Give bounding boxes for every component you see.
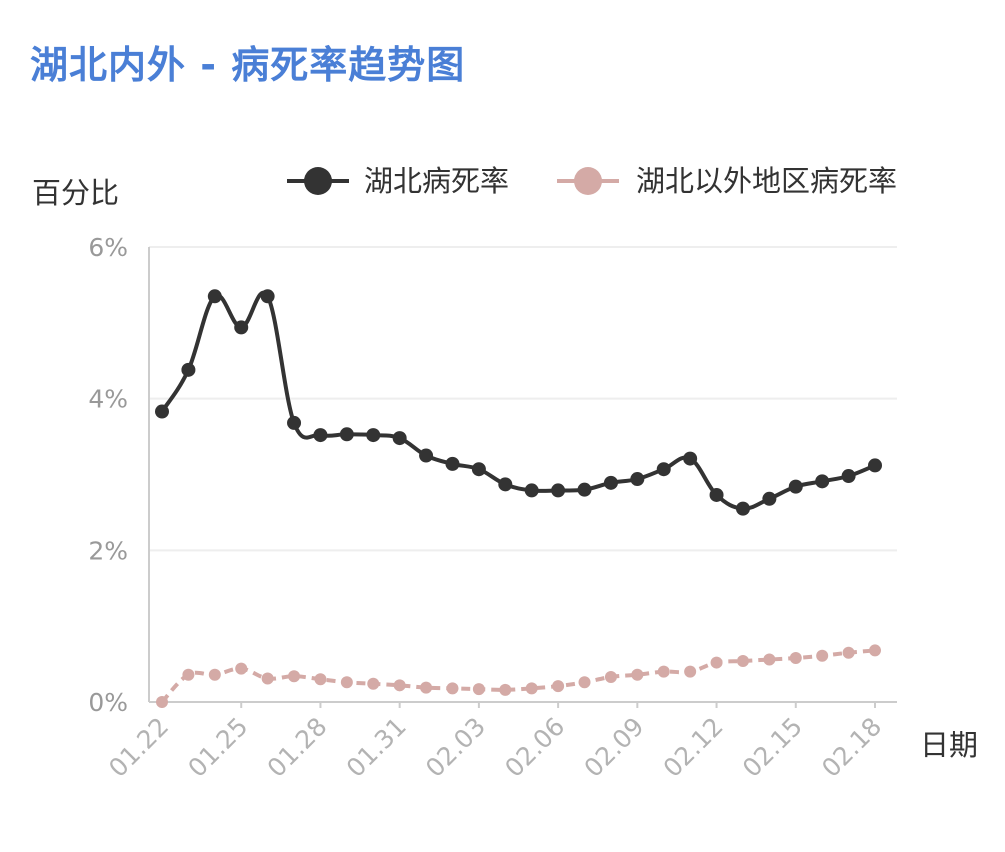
data-point-outside-hubei <box>208 668 221 681</box>
data-point-hubei <box>445 456 460 471</box>
x-tick-label: 02.18 <box>816 712 887 783</box>
series-line-hubei <box>160 290 876 511</box>
data-point-hubei <box>181 362 196 377</box>
legend-label-hubei: 湖北病死率 <box>364 164 509 198</box>
data-point-hubei <box>868 458 882 473</box>
data-point-outside-hubei <box>842 646 855 659</box>
x-tick-label: 01.31 <box>341 712 412 783</box>
data-point-hubei <box>419 448 434 463</box>
x-tick-label: 01.28 <box>262 712 333 783</box>
data-point-outside-hubei <box>684 665 697 678</box>
data-point-outside-hubei <box>156 696 168 708</box>
y-axis-unit-label: 百分比 <box>32 176 120 210</box>
legend-swatch-marker-outside-hubei <box>574 167 602 195</box>
y-tick-label: 6% <box>88 233 128 262</box>
data-point-outside-hubei <box>367 677 380 690</box>
data-point-outside-hubei <box>420 681 433 694</box>
data-point-outside-hubei <box>288 670 301 683</box>
data-point-hubei <box>841 469 856 484</box>
data-point-outside-hubei <box>261 672 274 685</box>
x-tick-label: 02.06 <box>499 712 570 783</box>
data-point-outside-hubei <box>235 662 248 675</box>
data-point-outside-hubei <box>525 682 538 695</box>
data-point-outside-hubei <box>631 668 644 681</box>
y-tick-label: 0% <box>88 688 128 717</box>
data-point-hubei <box>155 404 169 419</box>
y-tick-label: 2% <box>88 536 128 565</box>
data-point-hubei <box>287 415 302 430</box>
data-point-hubei <box>762 491 777 506</box>
data-point-outside-hubei <box>182 668 195 681</box>
x-tick-label: 01.25 <box>182 712 253 783</box>
data-point-outside-hubei <box>789 652 802 665</box>
x-tick-label: 01.22 <box>103 712 174 783</box>
x-tick-label: 02.15 <box>737 712 808 783</box>
data-point-outside-hubei <box>340 676 353 689</box>
data-point-hubei <box>498 477 513 492</box>
data-point-outside-hubei <box>552 680 565 693</box>
data-point-hubei <box>339 427 354 442</box>
y-tick-label: 4% <box>88 385 128 414</box>
data-point-outside-hubei <box>393 679 406 692</box>
data-point-hubei <box>735 501 750 516</box>
data-point-outside-hubei <box>604 670 617 683</box>
data-point-hubei <box>313 428 328 443</box>
data-point-outside-hubei <box>816 649 829 662</box>
data-point-outside-hubei <box>314 673 327 686</box>
chart-title: 湖北内外 - 病死率趋势图 <box>30 43 466 87</box>
data-point-outside-hubei <box>472 683 485 696</box>
data-point-outside-hubei <box>578 676 591 689</box>
x-axis-name-label: 日期 <box>920 728 979 762</box>
data-point-hubei <box>551 483 566 498</box>
data-point-hubei <box>577 482 592 497</box>
data-point-hubei <box>656 462 671 477</box>
x-tick-label: 02.12 <box>658 712 729 783</box>
data-point-outside-hubei <box>446 682 459 695</box>
data-point-outside-hubei <box>736 655 749 668</box>
legend-swatch-marker-hubei <box>304 167 332 195</box>
data-point-hubei <box>630 472 645 487</box>
data-point-hubei <box>603 475 618 490</box>
data-point-hubei <box>234 320 249 335</box>
data-point-hubei <box>683 451 698 466</box>
data-point-hubei <box>788 479 803 494</box>
data-point-hubei <box>392 431 407 446</box>
data-point-outside-hubei <box>763 653 776 666</box>
legend-label-outside-hubei: 湖北以外地区病死率 <box>636 164 897 198</box>
data-point-hubei <box>471 462 486 477</box>
data-point-hubei <box>207 289 222 304</box>
data-point-hubei <box>366 428 381 443</box>
data-point-hubei <box>815 474 830 489</box>
data-point-outside-hubei <box>657 665 670 678</box>
data-point-outside-hubei <box>869 644 881 657</box>
data-point-hubei <box>524 483 539 498</box>
x-tick-label: 02.09 <box>578 712 649 783</box>
data-point-hubei <box>260 289 275 304</box>
data-point-hubei <box>709 487 724 502</box>
data-point-outside-hubei <box>710 656 723 669</box>
data-point-outside-hubei <box>499 683 512 696</box>
x-tick-label: 02.03 <box>420 712 491 783</box>
